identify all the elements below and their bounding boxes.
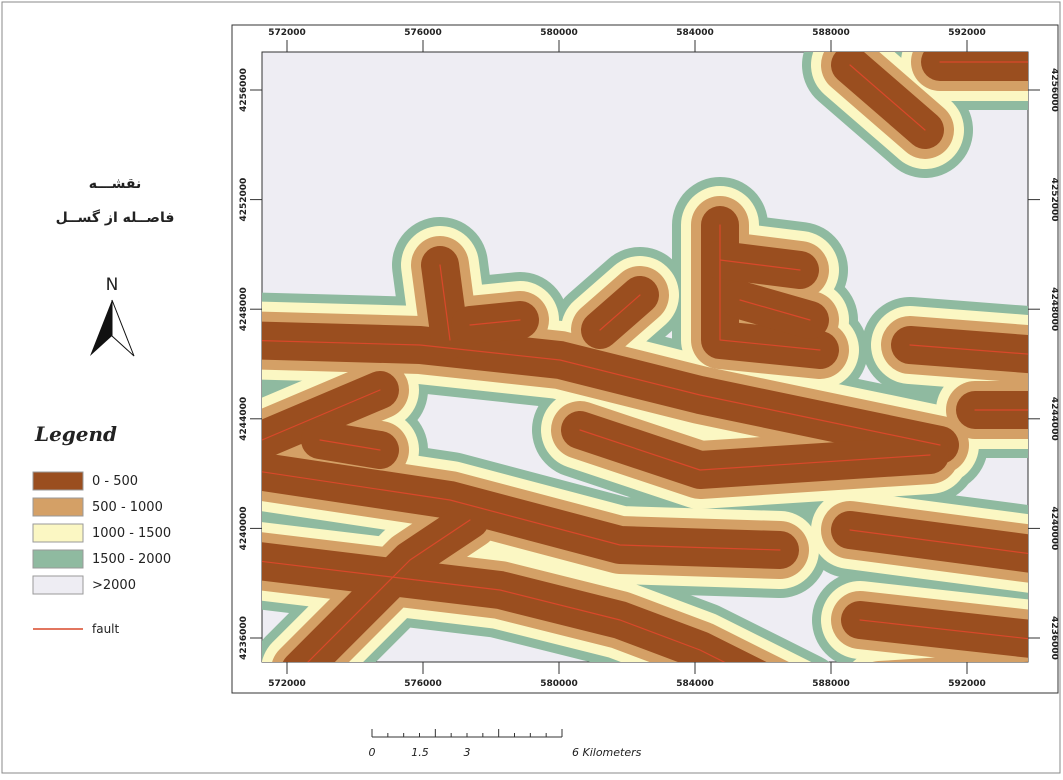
- x-tick-label: 576000: [404, 28, 442, 38]
- map-title: نقشـــه: [89, 176, 141, 192]
- x-tick-label: 588000: [812, 28, 850, 38]
- scale-label: 3: [464, 746, 471, 759]
- legend-label: 500 - 1000: [92, 500, 163, 515]
- y-tick-label: 4240000: [239, 506, 249, 550]
- y-tick-label: 4240000: [1049, 506, 1059, 550]
- x-tick-label: 580000: [540, 28, 578, 38]
- x-tick-label: 580000: [540, 679, 578, 689]
- legend-label: 0 - 500: [92, 474, 138, 489]
- scale-label: 0: [369, 746, 376, 759]
- y-tick-label: 4256000: [239, 68, 249, 112]
- x-tick-label: 572000: [268, 679, 306, 689]
- legend-label: 1000 - 1500: [92, 526, 171, 541]
- y-tick-label: 4248000: [1049, 287, 1059, 331]
- x-tick-label: 584000: [676, 28, 714, 38]
- y-tick-label: 4236000: [239, 616, 249, 660]
- y-tick-label: 4256000: [1049, 68, 1059, 112]
- legend-swatch: [33, 576, 83, 594]
- legend-swatch: [33, 472, 83, 490]
- x-tick-label: 576000: [404, 679, 442, 689]
- legend-swatch: [33, 498, 83, 516]
- legend-label: fault: [92, 622, 120, 636]
- scale-label: 6 Kilometers: [572, 746, 642, 759]
- y-tick-label: 4244000: [239, 397, 249, 441]
- map-title: فاصــله از گســل: [56, 209, 175, 226]
- x-tick-label: 584000: [676, 679, 714, 689]
- legend-swatch: [33, 524, 83, 542]
- y-tick-label: 4252000: [239, 178, 249, 222]
- legend-swatch: [33, 550, 83, 568]
- scale-label: 1.5: [411, 746, 429, 759]
- x-tick-label: 592000: [948, 28, 986, 38]
- x-tick-label: 588000: [812, 679, 850, 689]
- legend-label: >2000: [92, 578, 136, 593]
- legend-label: 1500 - 2000: [92, 552, 171, 567]
- y-tick-label: 4236000: [1049, 616, 1059, 660]
- x-tick-label: 592000: [948, 679, 986, 689]
- map-page: نقشـــه فاصــله از گســل N Legend 0 - 50…: [0, 0, 1063, 776]
- legend-title: Legend: [34, 422, 117, 446]
- y-tick-label: 4248000: [239, 287, 249, 331]
- y-tick-label: 4244000: [1049, 397, 1059, 441]
- x-tick-label: 572000: [268, 28, 306, 38]
- north-label: N: [106, 275, 119, 295]
- y-tick-label: 4252000: [1049, 178, 1059, 222]
